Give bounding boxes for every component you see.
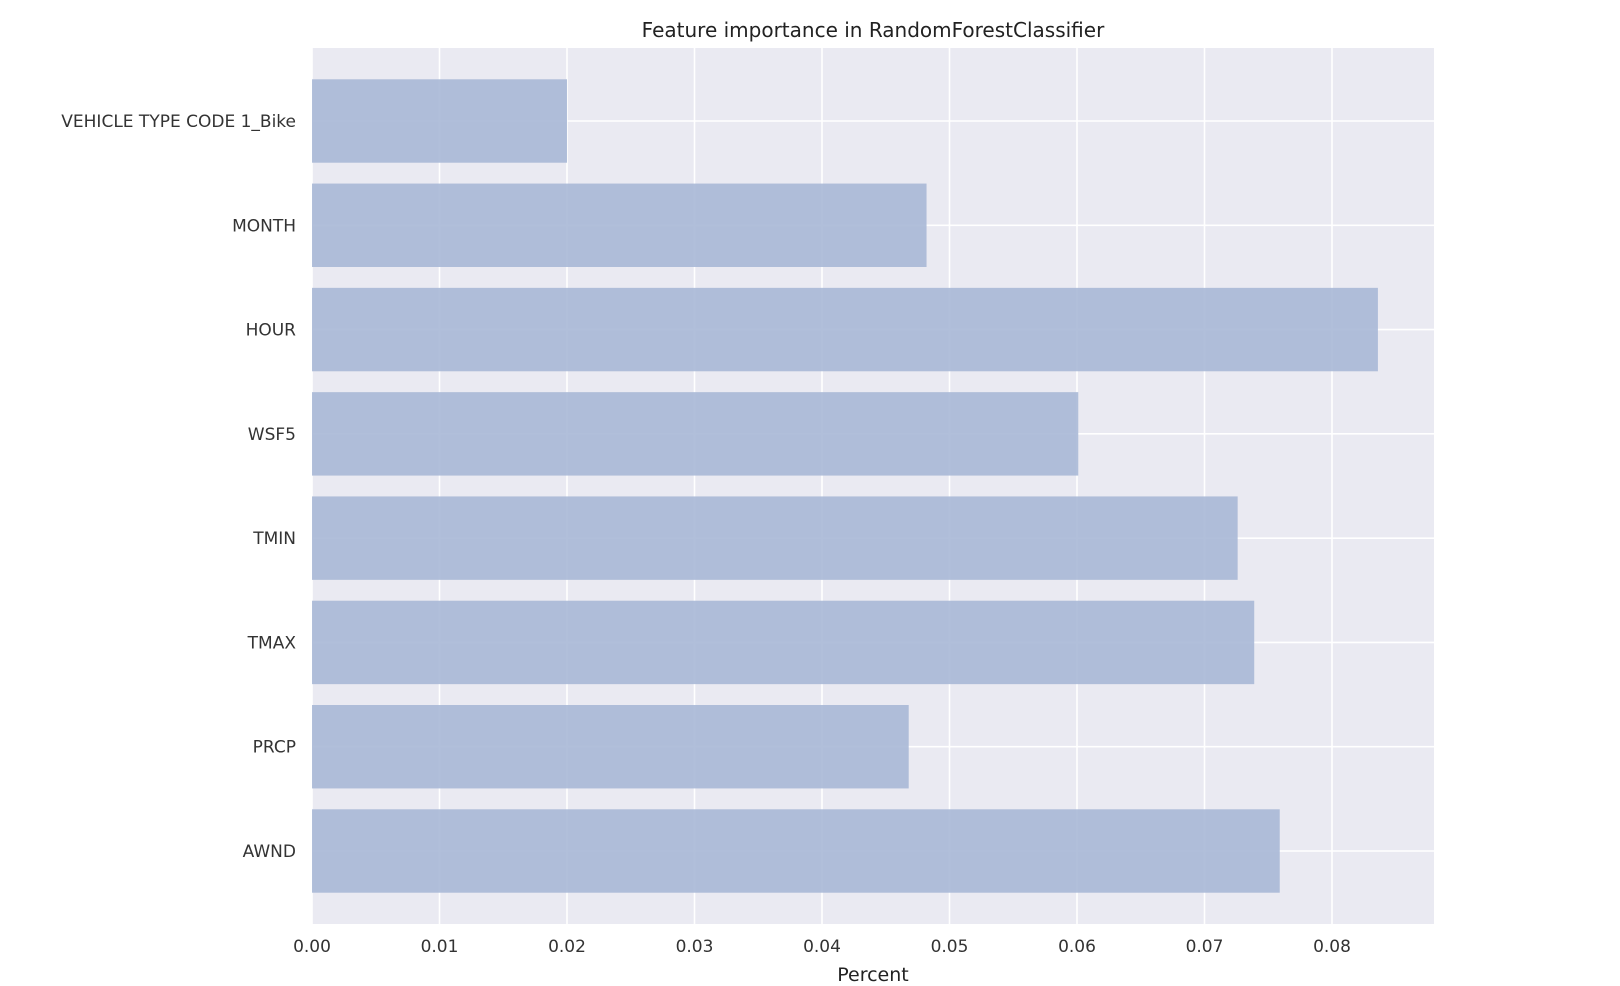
bars <box>312 79 1378 893</box>
plot-area <box>312 48 1434 924</box>
bar <box>312 809 1280 893</box>
x-tick-label: 0.06 <box>1058 937 1096 957</box>
y-tick-label: HOUR <box>246 321 297 341</box>
bar <box>312 79 567 163</box>
y-tick-label: PRCP <box>253 738 296 758</box>
bar <box>312 705 909 789</box>
x-tick-label: 0.05 <box>931 937 969 957</box>
bar <box>312 287 1378 372</box>
x-tick-label: 0.02 <box>548 937 586 957</box>
bar <box>312 183 927 267</box>
x-tick-label: 0.01 <box>421 937 459 957</box>
x-tick-label: 0.03 <box>676 937 714 957</box>
bar <box>312 496 1238 580</box>
y-tick-label: TMIN <box>252 529 296 549</box>
y-tick-label: WSF5 <box>248 425 296 445</box>
x-tick-label: 0.07 <box>1186 937 1224 957</box>
x-axis-title: Percent <box>837 964 909 986</box>
y-tick-label: TMAX <box>247 633 297 653</box>
x-tick-label: 0.00 <box>293 937 331 957</box>
chart-title: Feature importance in RandomForestClassi… <box>642 18 1105 42</box>
y-tick-labels: VEHICLE TYPE CODE 1_Bike MONTH HOUR WSF5 TMI… <box>61 112 296 862</box>
y-tick-label: MONTH <box>232 216 296 236</box>
bar <box>312 600 1255 685</box>
y-tick-label: VEHICLE TYPE CODE 1_Bike <box>61 112 296 132</box>
y-tick-label: AWND <box>243 842 296 862</box>
x-tick-label: 0.04 <box>803 937 841 957</box>
bar <box>312 392 1079 476</box>
x-tick-labels: 0.00 0.01 0.02 0.03 0.04 0.05 0.06 0.07 0.08 <box>293 937 1351 957</box>
x-tick-label: 0.08 <box>1313 937 1351 957</box>
